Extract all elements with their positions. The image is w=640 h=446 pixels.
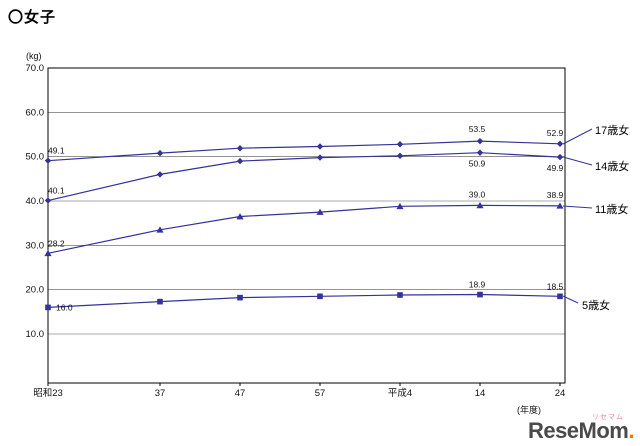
value-annotation: 52.9 xyxy=(547,128,564,138)
marker-diamond-icon xyxy=(316,154,324,161)
watermark-katakana: リセマム xyxy=(592,414,624,421)
marker-triangle-icon xyxy=(236,213,244,220)
marker-diamond-icon xyxy=(396,141,404,148)
marker-triangle-icon xyxy=(156,226,164,233)
leader-line xyxy=(562,128,593,145)
series-line-3 xyxy=(47,204,561,254)
marker-diamond-icon xyxy=(44,197,52,204)
marker-square-icon xyxy=(477,291,483,298)
marker-diamond-icon xyxy=(316,143,324,150)
section-title: 〇女子 xyxy=(8,9,57,26)
watermark: リセマム ReseMom. xyxy=(527,412,635,443)
marker-square-icon xyxy=(317,293,323,300)
marker-diamond-icon xyxy=(396,152,404,159)
value-annotation: 50.9 xyxy=(469,159,486,169)
y-tick-label: 60.0 xyxy=(26,107,45,118)
value-annotation: 28.2 xyxy=(48,238,65,248)
marker-triangle-icon xyxy=(316,208,324,215)
y-tick-label: 50.0 xyxy=(26,152,45,163)
y-axis-unit-label: (kg) xyxy=(26,51,42,61)
y-tick-label: 40.0 xyxy=(26,196,45,207)
leader-line xyxy=(562,205,593,209)
marker-square-icon xyxy=(557,293,563,300)
x-tick-label: 24 xyxy=(555,388,566,399)
x-tick-label: 37 xyxy=(155,388,166,399)
marker-triangle-icon xyxy=(44,249,52,257)
marker-diamond-icon xyxy=(156,149,164,157)
marker-diamond-icon xyxy=(44,157,52,164)
leader-line xyxy=(562,156,593,166)
marker-triangle-icon xyxy=(556,202,564,209)
y-tick-label: 70.0 xyxy=(26,63,45,74)
x-tick-label: 14 xyxy=(475,388,486,399)
marker-diamond-icon xyxy=(156,171,164,178)
series-label-11sai: 11歳女 xyxy=(595,204,629,216)
value-annotation: 49.9 xyxy=(547,163,564,173)
series-label-17sai: 17歳女 xyxy=(595,125,630,137)
value-annotation: 18.9 xyxy=(469,280,486,290)
value-annotation: 49.1 xyxy=(48,146,65,156)
marker-diamond-icon xyxy=(236,157,244,165)
value-annotation: 38.9 xyxy=(547,190,564,200)
marker-diamond-icon xyxy=(556,140,564,148)
value-annotation: 53.5 xyxy=(469,124,486,134)
series-line-4 xyxy=(47,293,561,308)
x-tick-label: 平成4 xyxy=(388,387,412,399)
leader-line xyxy=(562,295,579,304)
marker-square-icon xyxy=(397,292,403,298)
x-axis-unit-label: (年度) xyxy=(517,405,541,415)
value-annotation: 16.0 xyxy=(56,302,73,312)
series-label-14sai: 14歳女 xyxy=(595,161,630,173)
marker-square-icon xyxy=(45,304,51,311)
y-tick-label: 30.0 xyxy=(26,240,45,251)
x-tick-label: 47 xyxy=(235,388,246,399)
marker-diamond-icon xyxy=(556,153,564,161)
marker-diamond-icon xyxy=(236,145,244,152)
marker-triangle-icon xyxy=(476,202,484,209)
plot-frame xyxy=(47,67,566,384)
y-tick-label: 10.0 xyxy=(26,329,45,340)
value-annotation: 40.1 xyxy=(48,186,65,196)
watermark-dot: . xyxy=(628,418,634,443)
x-tick-label: 昭和23 xyxy=(33,388,63,399)
y-tick-label: 20.0 xyxy=(26,285,45,296)
x-tick-label: 57 xyxy=(315,388,326,399)
marker-square-icon xyxy=(237,294,243,301)
series-label-5sai: 5歳女 xyxy=(582,300,611,312)
watermark-brand-text: ReseMom xyxy=(527,418,629,443)
value-annotation: 18.5 xyxy=(547,281,564,291)
value-annotation: 39.0 xyxy=(469,189,486,199)
marker-diamond-icon xyxy=(476,137,484,145)
watermark-brand: ReseMom. xyxy=(527,418,635,443)
marker-diamond-icon xyxy=(476,149,484,156)
marker-square-icon xyxy=(157,298,163,305)
marker-triangle-icon xyxy=(396,202,404,210)
